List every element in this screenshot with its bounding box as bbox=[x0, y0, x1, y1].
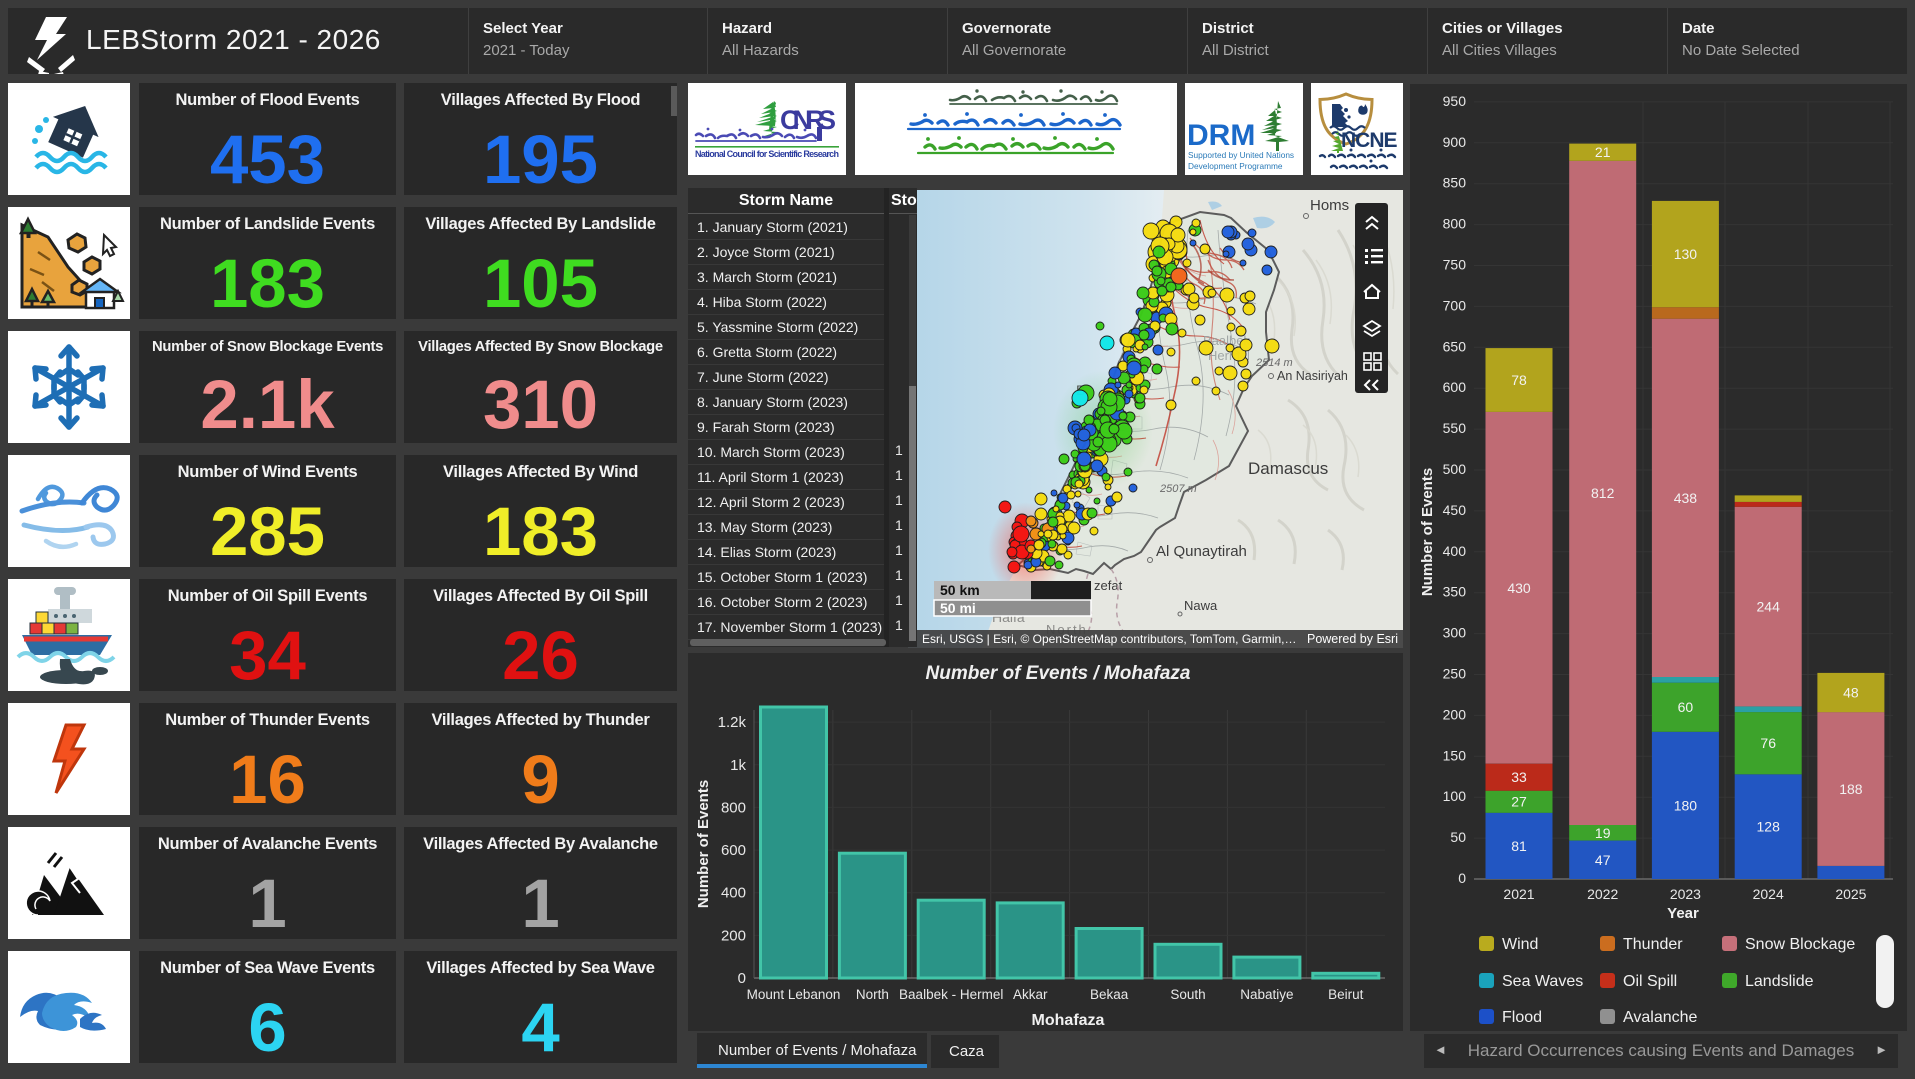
svg-text:33: 33 bbox=[1511, 769, 1527, 785]
svg-text:450: 450 bbox=[1443, 502, 1467, 518]
svg-text:Number of Events: Number of Events bbox=[695, 780, 712, 908]
svg-text:438: 438 bbox=[1674, 490, 1698, 506]
svg-text:19: 19 bbox=[1595, 825, 1611, 841]
svg-text:180: 180 bbox=[1674, 797, 1698, 813]
svg-text:600: 600 bbox=[1443, 379, 1467, 395]
svg-text:430: 430 bbox=[1507, 580, 1531, 596]
svg-text:700: 700 bbox=[1443, 297, 1467, 313]
svg-text:Baalbek: Baalbek bbox=[1203, 333, 1250, 348]
svg-text:Snow Blockage: Snow Blockage bbox=[1745, 936, 1855, 953]
svg-text:48: 48 bbox=[1843, 685, 1859, 701]
svg-text:Akkar: Akkar bbox=[1013, 987, 1048, 1002]
svg-text:200: 200 bbox=[721, 927, 746, 944]
svg-text:128: 128 bbox=[1757, 819, 1781, 835]
svg-text:650: 650 bbox=[1443, 338, 1467, 354]
svg-text:900: 900 bbox=[1443, 134, 1467, 150]
svg-text:47: 47 bbox=[1595, 852, 1611, 868]
svg-text:21: 21 bbox=[1595, 144, 1611, 160]
svg-text:188: 188 bbox=[1839, 781, 1863, 797]
svg-text:An Nasiriyah: An Nasiriyah bbox=[1277, 369, 1348, 383]
svg-text:250: 250 bbox=[1443, 666, 1467, 682]
svg-text:550: 550 bbox=[1443, 420, 1467, 436]
svg-text:244: 244 bbox=[1757, 599, 1781, 615]
svg-text:2021: 2021 bbox=[1503, 886, 1534, 902]
svg-text:North: North bbox=[856, 987, 889, 1002]
svg-text:Supported by United Nations: Supported by United Nations bbox=[1188, 150, 1294, 160]
svg-text:NCNE: NCNE bbox=[1341, 129, 1397, 152]
svg-text:100: 100 bbox=[1443, 788, 1467, 804]
svg-text:600: 600 bbox=[721, 842, 746, 859]
svg-text:50 km: 50 km bbox=[940, 582, 980, 598]
svg-text:50: 50 bbox=[1450, 829, 1466, 845]
svg-text:South: South bbox=[1170, 987, 1205, 1002]
svg-text:800: 800 bbox=[1443, 216, 1467, 232]
svg-text:76: 76 bbox=[1760, 735, 1776, 751]
svg-text:2023: 2023 bbox=[1670, 886, 1701, 902]
svg-text:Nawa: Nawa bbox=[1184, 598, 1218, 613]
svg-text:350: 350 bbox=[1443, 584, 1467, 600]
svg-text:60: 60 bbox=[1678, 699, 1694, 715]
svg-text:Sea Waves: Sea Waves bbox=[1502, 973, 1583, 990]
svg-text:Mount Lebanon: Mount Lebanon bbox=[747, 987, 841, 1002]
svg-text:DRM: DRM bbox=[1187, 119, 1255, 152]
svg-text:Mohafaza: Mohafaza bbox=[1032, 1012, 1105, 1029]
svg-text:Esri, USGS | Esri, © OpenStree: Esri, USGS | Esri, © OpenStreetMap contr… bbox=[922, 632, 1297, 646]
svg-text:130: 130 bbox=[1674, 246, 1698, 262]
svg-text:Wind: Wind bbox=[1502, 936, 1538, 953]
svg-text:Damascus: Damascus bbox=[1248, 459, 1328, 478]
svg-text:1k: 1k bbox=[730, 757, 746, 774]
svg-text:Oil Spill: Oil Spill bbox=[1623, 973, 1677, 990]
svg-text:Bekaa: Bekaa bbox=[1090, 987, 1129, 1002]
svg-text:Flood: Flood bbox=[1502, 1009, 1542, 1026]
svg-text:Al Qunaytirah: Al Qunaytirah bbox=[1156, 543, 1247, 560]
svg-text:2024: 2024 bbox=[1753, 886, 1784, 902]
svg-text:zefat: zefat bbox=[1094, 578, 1123, 593]
svg-text:50 mi: 50 mi bbox=[940, 600, 976, 616]
svg-text:27: 27 bbox=[1511, 794, 1527, 810]
svg-text:2022: 2022 bbox=[1587, 886, 1618, 902]
svg-text:400: 400 bbox=[721, 885, 746, 902]
svg-text:Baalbek - Hermel: Baalbek - Hermel bbox=[899, 987, 1003, 1002]
svg-text:Development Programme: Development Programme bbox=[1188, 161, 1283, 171]
svg-text:500: 500 bbox=[1443, 461, 1467, 477]
svg-text:Landslide: Landslide bbox=[1745, 973, 1814, 990]
svg-text:Thunder: Thunder bbox=[1623, 936, 1683, 953]
svg-text:300: 300 bbox=[1443, 625, 1467, 641]
svg-text:Beirut: Beirut bbox=[1328, 987, 1364, 1002]
svg-text:2514 m: 2514 m bbox=[1255, 357, 1293, 369]
svg-text:950: 950 bbox=[1443, 93, 1467, 109]
svg-text:Year: Year bbox=[1667, 905, 1699, 922]
svg-text:Number of Events: Number of Events bbox=[1419, 468, 1436, 596]
svg-text:0: 0 bbox=[1458, 870, 1466, 886]
svg-text:2025: 2025 bbox=[1835, 886, 1866, 902]
svg-text:800: 800 bbox=[721, 799, 746, 816]
svg-text:850: 850 bbox=[1443, 175, 1467, 191]
svg-text:400: 400 bbox=[1443, 543, 1467, 559]
svg-text:200: 200 bbox=[1443, 706, 1467, 722]
svg-text:1.2k: 1.2k bbox=[718, 714, 747, 731]
svg-text:812: 812 bbox=[1591, 485, 1615, 501]
svg-text:78: 78 bbox=[1511, 372, 1527, 388]
svg-text:Number of Events / Mohafaza: Number of Events / Mohafaza bbox=[926, 663, 1191, 684]
svg-text:150: 150 bbox=[1443, 747, 1467, 763]
svg-text:National Council for Scientifi: National Council for Scientific Research bbox=[695, 149, 839, 159]
svg-text:750: 750 bbox=[1443, 257, 1467, 273]
svg-text:Homs: Homs bbox=[1310, 197, 1349, 214]
svg-text:CNRS: CNRS bbox=[780, 105, 836, 135]
svg-text:2507 m: 2507 m bbox=[1159, 483, 1197, 495]
svg-text:Nabatiye: Nabatiye bbox=[1240, 987, 1293, 1002]
svg-text:Powered by Esri: Powered by Esri bbox=[1307, 632, 1398, 646]
svg-text:Avalanche: Avalanche bbox=[1623, 1009, 1698, 1026]
svg-text:0: 0 bbox=[738, 970, 746, 987]
svg-text:81: 81 bbox=[1511, 838, 1527, 854]
